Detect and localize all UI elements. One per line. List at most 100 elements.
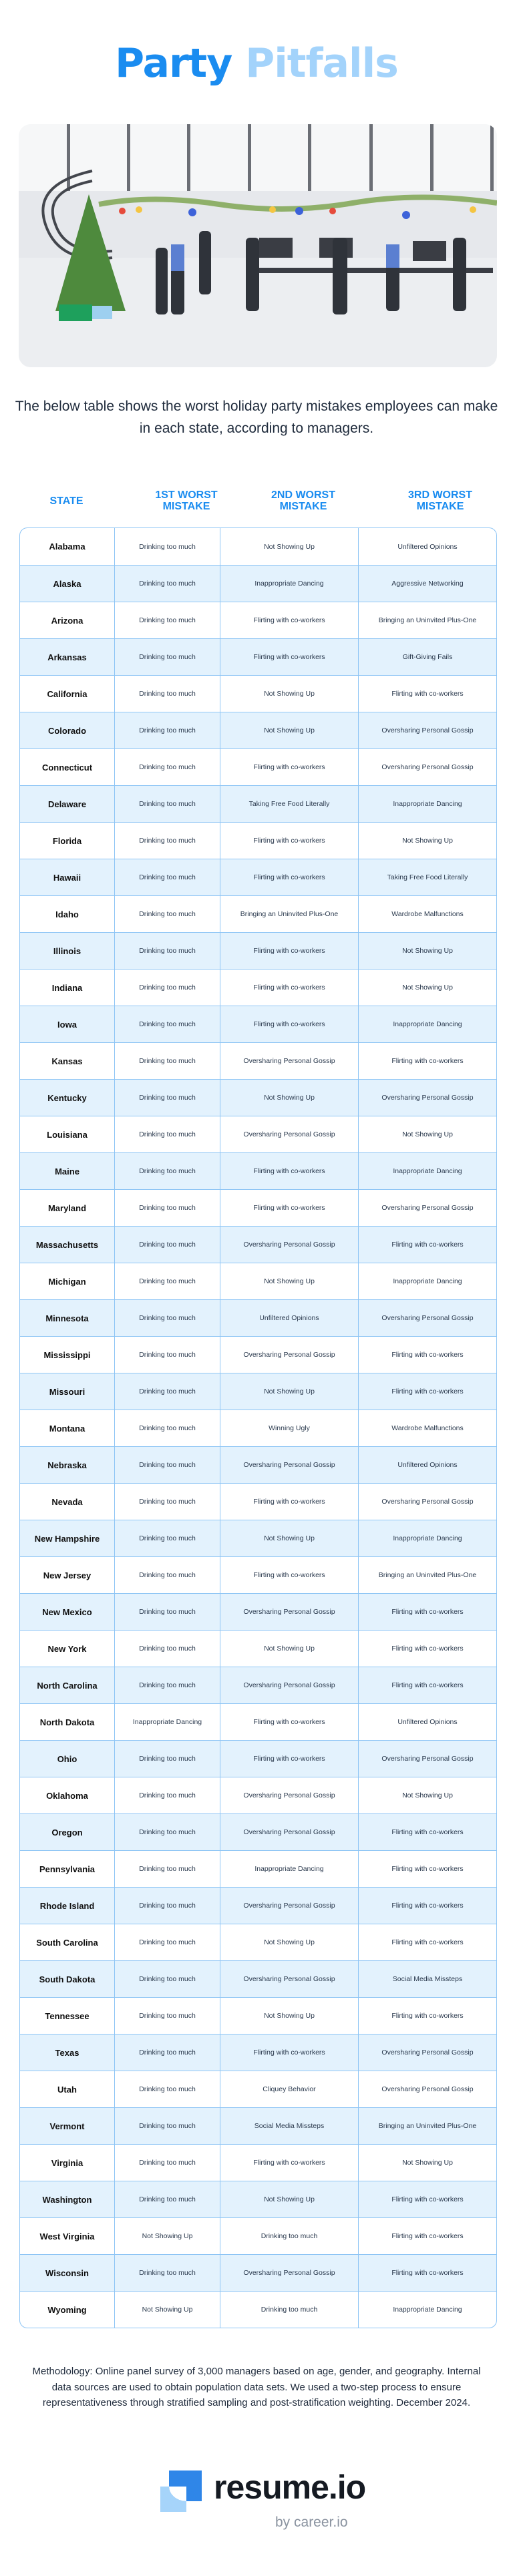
second-mistake-cell: Oversharing Personal Gossip (220, 1116, 358, 1152)
third-mistake-cell: Social Media Missteps (358, 1961, 496, 1997)
table-row: Illinois Drinking too much Flirting with c… (20, 932, 496, 969)
third-mistake-cell: Not Showing Up (358, 823, 496, 859)
state-cell: South Dakota (39, 1974, 96, 1984)
second-mistake-cell: Not Showing Up (220, 1373, 358, 1410)
third-mistake-cell: Flirting with co-workers (358, 1337, 496, 1373)
second-mistake-cell: Inappropriate Dancing (220, 1851, 358, 1887)
second-mistake-cell: Taking Free Food Literally (220, 786, 358, 822)
second-mistake-cell: Oversharing Personal Gossip (220, 1337, 358, 1373)
header-1st-mistake: 1ST WORST MISTAKE (155, 489, 218, 512)
first-mistake-cell: Drinking too much (114, 1263, 220, 1299)
table-row: Indiana Drinking too much Flirting with co… (20, 969, 496, 1006)
third-mistake-cell: Not Showing Up (358, 933, 496, 969)
table-row: Texas Drinking too much Flirting with co-w… (20, 2034, 496, 2071)
header-3rd-mistake: 3RD WORST MISTAKE (408, 489, 472, 512)
first-mistake-cell: Drinking too much (114, 1631, 220, 1667)
state-cell: Alaska (53, 578, 81, 589)
state-cell: Illinois (53, 945, 81, 956)
second-mistake-cell: Not Showing Up (220, 1998, 358, 2034)
state-cell: California (47, 688, 88, 699)
third-mistake-cell: Flirting with co-workers (358, 1594, 496, 1630)
table-row: New York Drinking too much Not Showing Up F… (20, 1630, 496, 1667)
third-mistake-cell: Flirting with co-workers (358, 1851, 496, 1887)
third-mistake-cell: Oversharing Personal Gossip (358, 1080, 496, 1116)
third-mistake-cell: Not Showing Up (358, 2145, 496, 2181)
table-row: North Dakota Inappropriate Dancing Flirtin… (20, 1703, 496, 1740)
table-row: Florida Drinking too much Flirting with co… (20, 822, 496, 859)
state-cell: New Hampshire (34, 1533, 100, 1544)
state-cell: Maryland (47, 1203, 87, 1213)
third-mistake-cell: Flirting with co-workers (358, 1998, 496, 2034)
third-mistake-cell: Bringing an Uninvited Plus-One (358, 1557, 496, 1593)
state-cell: Wisconsin (45, 2268, 89, 2278)
state-cell: New York (47, 1643, 87, 1654)
state-cell: Ohio (57, 1753, 77, 1764)
table-row: New Mexico Drinking too much Oversharing P… (20, 1593, 496, 1630)
table-row: Washington Drinking too much Not Showing U… (20, 2181, 496, 2217)
third-mistake-cell: Oversharing Personal Gossip (358, 2071, 496, 2107)
second-mistake-cell: Oversharing Personal Gossip (220, 1961, 358, 1997)
first-mistake-cell: Drinking too much (114, 1006, 220, 1042)
first-mistake-cell: Drinking too much (114, 1667, 220, 1703)
first-mistake-cell: Drinking too much (114, 933, 220, 969)
table-row: Maine Drinking too much Flirting with co-w… (20, 1152, 496, 1189)
state-cell: Oregon (51, 1827, 83, 1838)
table-row: New Hampshire Drinking too much Not Showin… (20, 1520, 496, 1556)
state-cell: Virginia (51, 2157, 83, 2168)
second-mistake-cell: Not Showing Up (220, 2181, 358, 2217)
second-mistake-cell: Drinking too much (220, 2218, 358, 2254)
table-row: Maryland Drinking too much Flirting with c… (20, 1189, 496, 1226)
table-row: Connecticut Drinking too much Flirting wit… (20, 748, 496, 785)
table-row: Colorado Drinking too much Not Showing Up O… (20, 712, 496, 748)
second-mistake-cell: Oversharing Personal Gossip (220, 1667, 358, 1703)
first-mistake-cell: Drinking too much (114, 1557, 220, 1593)
table-row: Michigan Drinking too much Not Showing Up I… (20, 1263, 496, 1299)
table-row: Wisconsin Drinking too much Oversharing Pe… (20, 2254, 496, 2291)
first-mistake-cell: Drinking too much (114, 639, 220, 675)
third-mistake-cell: Flirting with co-workers (358, 2218, 496, 2254)
state-cell: Arkansas (47, 652, 87, 662)
state-cell: Montana (49, 1423, 86, 1434)
second-mistake-cell: Flirting with co-workers (220, 1006, 358, 1042)
third-mistake-cell: Inappropriate Dancing (358, 1520, 496, 1556)
table-row: North Carolina Drinking too much Overshari… (20, 1667, 496, 1703)
first-mistake-cell: Drinking too much (114, 1851, 220, 1887)
logo-name: resume.io (214, 2468, 366, 2506)
first-mistake-cell: Drinking too much (114, 1116, 220, 1152)
logo-subtitle: by career.io (275, 2515, 348, 2530)
first-mistake-cell: Drinking too much (114, 970, 220, 1006)
mistakes-table: Alabama Drinking too much Not Showing Up Un… (19, 527, 497, 2328)
table-row: Alabama Drinking too much Not Showing Up Un… (20, 528, 496, 565)
third-mistake-cell: Unfiltered Opinions (358, 528, 496, 565)
state-cell: Pennsylvania (39, 1864, 96, 1874)
second-mistake-cell: Social Media Missteps (220, 2108, 358, 2144)
first-mistake-cell: Drinking too much (114, 676, 220, 712)
first-mistake-cell: Drinking too much (114, 749, 220, 785)
second-mistake-cell: Flirting with co-workers (220, 823, 358, 859)
second-mistake-cell: Oversharing Personal Gossip (220, 1814, 358, 1850)
state-cell: West Virginia (39, 2231, 95, 2241)
second-mistake-cell: Drinking too much (220, 2292, 358, 2328)
first-mistake-cell: Drinking too much (114, 896, 220, 932)
second-mistake-cell: Not Showing Up (220, 1263, 358, 1299)
header-state: STATE (49, 495, 83, 507)
state-cell: Louisiana (47, 1129, 88, 1140)
second-mistake-cell: Oversharing Personal Gossip (220, 2255, 358, 2291)
second-mistake-cell: Flirting with co-workers (220, 1741, 358, 1777)
second-mistake-cell: Bringing an Uninvited Plus-One (220, 896, 358, 932)
third-mistake-cell: Flirting with co-workers (358, 2181, 496, 2217)
state-cell: Washington (42, 2194, 92, 2205)
second-mistake-cell: Not Showing Up (220, 1520, 358, 1556)
second-mistake-cell: Not Showing Up (220, 676, 358, 712)
state-cell: New Mexico (42, 1606, 92, 1617)
second-mistake-cell: Not Showing Up (220, 712, 358, 748)
third-mistake-cell: Gift-Giving Fails (358, 639, 496, 675)
table-row: Nevada Drinking too much Flirting with co-… (20, 1483, 496, 1520)
state-cell: New Jersey (43, 1570, 92, 1580)
first-mistake-cell: Not Showing Up (114, 2218, 220, 2254)
state-cell: North Carolina (37, 1680, 98, 1691)
state-cell: Connecticut (41, 762, 93, 773)
table-row: West Virginia Not Showing Up Drinking too … (20, 2217, 496, 2254)
second-mistake-cell: Flirting with co-workers (220, 749, 358, 785)
state-cell: Delaware (47, 799, 87, 809)
